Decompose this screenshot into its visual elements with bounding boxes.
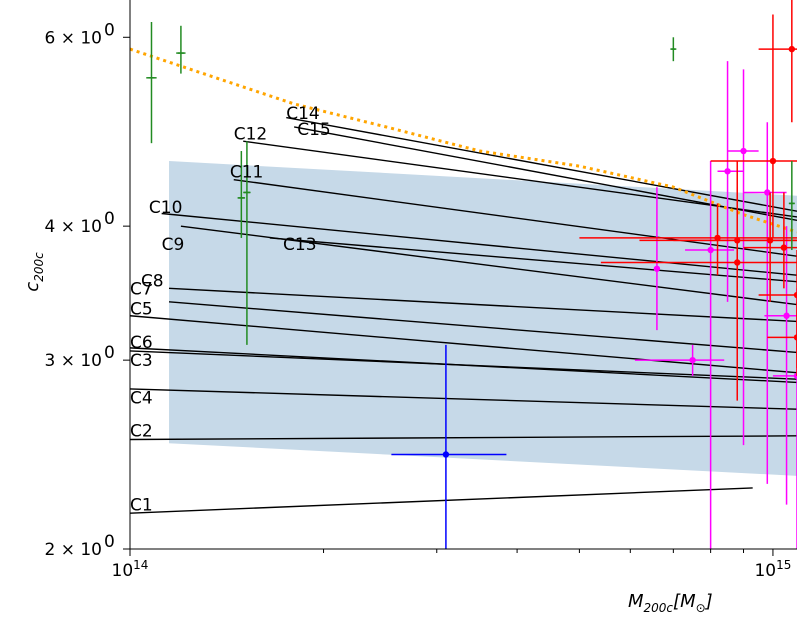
y-tick-label-0: 2 × 10 <box>45 540 103 560</box>
curve-label-c10: C10 <box>149 198 183 218</box>
model-line-c14 <box>286 116 797 212</box>
red-point-0 <box>714 234 721 242</box>
blue-point-0 <box>442 451 450 458</box>
model-line-c1 <box>130 487 753 514</box>
model-line-c13 <box>269 237 797 283</box>
red-point-5 <box>788 45 796 53</box>
orange-dotted-curve <box>130 47 797 234</box>
model-line-c15 <box>293 126 797 222</box>
model-line-c12 <box>243 140 797 218</box>
magenta-point-0 <box>653 265 661 272</box>
magenta-point-5 <box>764 189 771 196</box>
magenta-point-3 <box>724 168 731 175</box>
curve-label-c14: C14 <box>286 104 320 124</box>
red-point-6 <box>780 244 788 251</box>
shaded-band <box>169 161 797 476</box>
curve-label-c13: C13 <box>283 235 317 255</box>
model-line-c10 <box>161 212 797 276</box>
y-tick-exp-0: 0 <box>104 532 115 552</box>
model-line-c6 <box>130 347 797 384</box>
red-point-2 <box>734 259 741 266</box>
curve-label-c15: C15 <box>297 120 331 140</box>
magenta-point-6 <box>783 312 790 319</box>
curve-label-c3: C3 <box>130 351 153 371</box>
curve-label-c12: C12 <box>234 125 268 145</box>
red-point-7 <box>793 291 797 299</box>
curve-label-c7: C7 <box>130 279 153 299</box>
model-line-c2 <box>130 435 797 441</box>
model-line-c4 <box>130 388 797 410</box>
model-line-c5 <box>130 315 797 374</box>
red-point-8 <box>793 334 797 341</box>
curve-label-c11: C11 <box>230 162 264 182</box>
magenta-point-7 <box>793 372 797 380</box>
y-tick-label-2: 4 × 10 <box>45 217 103 237</box>
model-line-c11 <box>233 178 797 257</box>
y-tick-exp-2: 0 <box>104 209 115 229</box>
curve-label-c2: C2 <box>130 421 153 441</box>
x-axis-label: M200c[M⊙] <box>628 591 713 615</box>
magenta-point-2 <box>707 246 714 254</box>
y-tick-label-3: 6 × 10 <box>45 28 103 48</box>
y-axis-label: c200c <box>22 252 46 292</box>
curve-label-c4: C4 <box>130 388 153 408</box>
y-tick-exp-3: 0 <box>104 20 115 40</box>
model-line-c7 <box>168 287 797 323</box>
magenta-point-4 <box>740 147 747 155</box>
curve-label-c5: C5 <box>130 300 153 320</box>
x-tick-label-0: 1014 <box>112 558 149 581</box>
red-point-3 <box>766 237 774 244</box>
model-line-c8 <box>168 301 797 354</box>
red-point-4 <box>769 157 777 165</box>
y-tick-exp-1: 0 <box>104 343 115 363</box>
x-tick-label-1: 1015 <box>754 558 791 581</box>
magenta-point-1 <box>689 356 696 364</box>
curve-label-c8: C8 <box>141 271 164 291</box>
curve-label-c1: C1 <box>130 496 153 516</box>
y-tick-label-1: 3 × 10 <box>45 351 103 371</box>
curve-label-c9: C9 <box>162 235 185 255</box>
curve-label-c6: C6 <box>130 333 153 353</box>
